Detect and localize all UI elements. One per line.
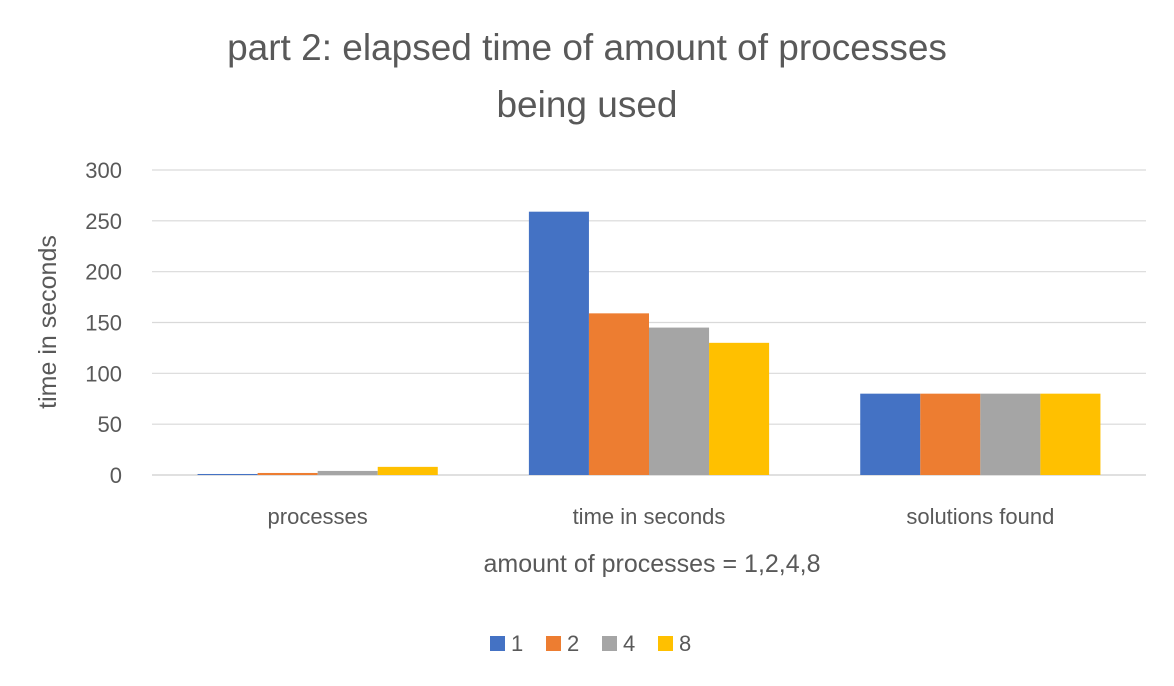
bar-processes-series-1 [197,473,258,475]
legend-label-1: 1 [511,631,523,656]
x-tick-label: processes [268,504,368,529]
legend-label-8: 8 [679,631,691,656]
bars [197,211,1101,475]
bar-solutions-found-series-2 [920,393,981,475]
x-tick-label: solutions found [906,504,1054,529]
x-axis-label: amount of processes = 1,2,4,8 [483,550,820,578]
legend: 1 2 4 8 [490,631,691,656]
chart-title-line-2: being used [496,84,677,125]
bar-solutions-found-series-4 [980,393,1041,475]
x-tick-label: time in seconds [573,504,726,529]
bar-solutions-found-series-1 [860,393,921,475]
y-tick-labels: 0 50 100 150 200 250 300 [85,158,122,488]
bar-time-in-seconds-series-2 [588,313,649,475]
chart-title-line-1: part 2: elapsed time of amount of proces… [227,27,947,68]
bar-time-in-seconds-series-4 [649,327,710,475]
y-tick-label: 250 [85,209,122,234]
legend-label-4: 4 [623,631,635,656]
bar-processes-series-4 [317,470,378,475]
y-axis-label: time in seconds [34,235,62,409]
legend-swatch-4 [602,636,617,651]
legend-swatch-1 [490,636,505,651]
bar-processes-series-8 [377,466,438,475]
legend-swatch-2 [546,636,561,651]
y-tick-label: 50 [98,412,122,437]
bar-time-in-seconds-series-8 [709,342,770,475]
y-tick-label: 200 [85,260,122,285]
y-tick-label: 150 [85,311,122,336]
legend-swatch-8 [658,636,673,651]
y-tick-label: 300 [85,158,122,183]
x-tick-labels: processes time in seconds solutions found [268,504,1055,529]
bar-solutions-found-series-8 [1040,393,1101,475]
bar-processes-series-2 [257,472,318,475]
legend-label-2: 2 [567,631,579,656]
bar-time-in-seconds-series-1 [528,211,589,475]
y-tick-label: 0 [110,463,122,488]
y-tick-label: 100 [85,361,122,386]
